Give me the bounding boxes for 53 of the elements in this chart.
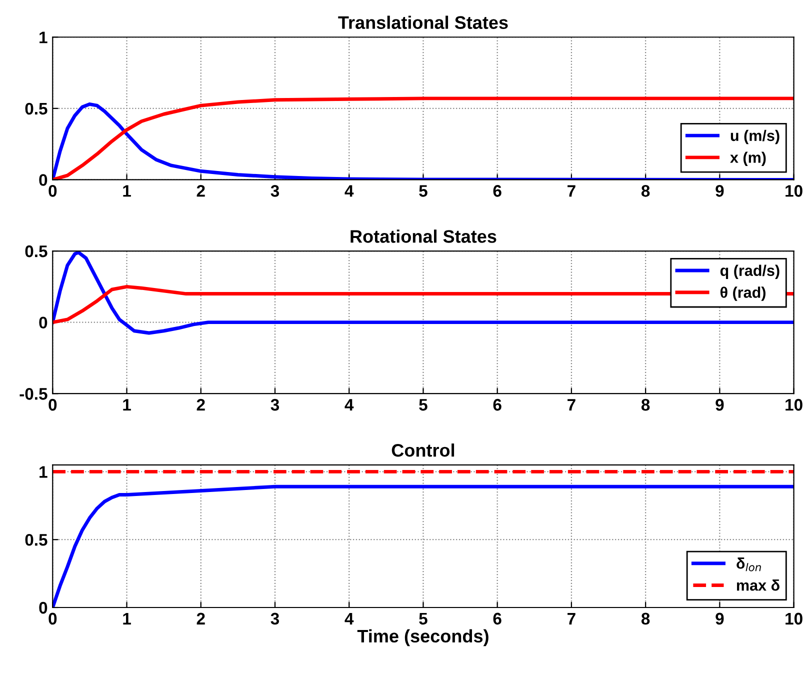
x-tick-label: 2	[196, 398, 205, 411]
legend-label: δ$_{lon}$	[736, 558, 761, 572]
x-tick-label: 4	[344, 399, 354, 411]
chart-title: Rotational States	[350, 230, 496, 243]
x-tick-label: 1	[123, 612, 131, 624]
x-tick-label: 5	[419, 612, 428, 625]
x-tick-label: 2	[196, 185, 205, 197]
y-tick-label: 1	[40, 466, 48, 478]
chart-title: Control	[392, 443, 454, 457]
y-tick-label: 0	[39, 602, 48, 614]
x-tick-label: 10	[786, 398, 802, 411]
x-tick-label: 8	[641, 398, 650, 411]
x-tick-label: 3	[270, 612, 280, 625]
x-tick-label: 0	[48, 398, 57, 411]
legend-label: u (m/s)	[730, 130, 780, 144]
y-tick-label: 0.5	[25, 534, 48, 546]
y-tick-label: 0.5	[25, 245, 48, 258]
y-tick-label: 1	[40, 32, 48, 44]
line-series	[52, 284, 794, 324]
x-tick-label: 8	[641, 612, 650, 625]
x-tick-label: 9	[716, 185, 724, 197]
y-tick-label: 0	[39, 316, 48, 329]
x-tick-label: 0	[48, 185, 57, 197]
x-tick-label: 10	[786, 185, 802, 197]
legend-label: x (m)	[730, 152, 766, 166]
x-tick-label: 0	[48, 612, 57, 625]
x-tick-label: 7	[568, 612, 576, 624]
x-tick-label: 6	[493, 185, 502, 197]
x-tick-label: 9	[716, 398, 724, 411]
x-tick-label: 4	[344, 185, 354, 197]
x-tick-label: 1	[123, 185, 131, 197]
x-tick-label: 7	[568, 185, 576, 197]
x-tick-label: 2	[196, 612, 205, 624]
y-tick-label: 0.5	[25, 102, 48, 115]
x-axis-title: Time (seconds)	[357, 629, 488, 646]
y-tick-label: 0	[39, 174, 48, 186]
x-tick-label: 4	[344, 612, 354, 624]
x-tick-label: 5	[419, 399, 428, 411]
x-tick-label: 5	[419, 185, 428, 197]
x-tick-label: 9	[716, 612, 724, 625]
legend-label: max δ	[736, 580, 780, 591]
x-tick-label: 6	[493, 398, 502, 411]
legend-label: θ (rad)	[720, 286, 766, 301]
x-tick-label: 6	[493, 612, 502, 625]
x-tick-label: 7	[568, 399, 576, 411]
x-tick-label: 8	[641, 185, 650, 197]
x-tick-label: 1	[123, 399, 131, 411]
x-tick-label: 3	[270, 185, 280, 197]
x-tick-label: 10	[786, 612, 802, 625]
chart-title: Translational States	[338, 16, 508, 29]
y-tick-label: -0.5	[20, 388, 48, 400]
x-tick-label: 3	[270, 398, 280, 411]
legend-label: q (rad/s)	[720, 264, 780, 280]
